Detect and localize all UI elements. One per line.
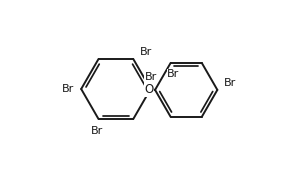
Text: Br: Br — [224, 78, 236, 88]
Text: Br: Br — [167, 69, 179, 80]
Text: Br: Br — [62, 84, 74, 94]
Text: Br: Br — [91, 126, 103, 136]
Text: O: O — [144, 83, 154, 96]
Text: Br: Br — [140, 47, 152, 57]
Text: Br: Br — [145, 72, 157, 82]
